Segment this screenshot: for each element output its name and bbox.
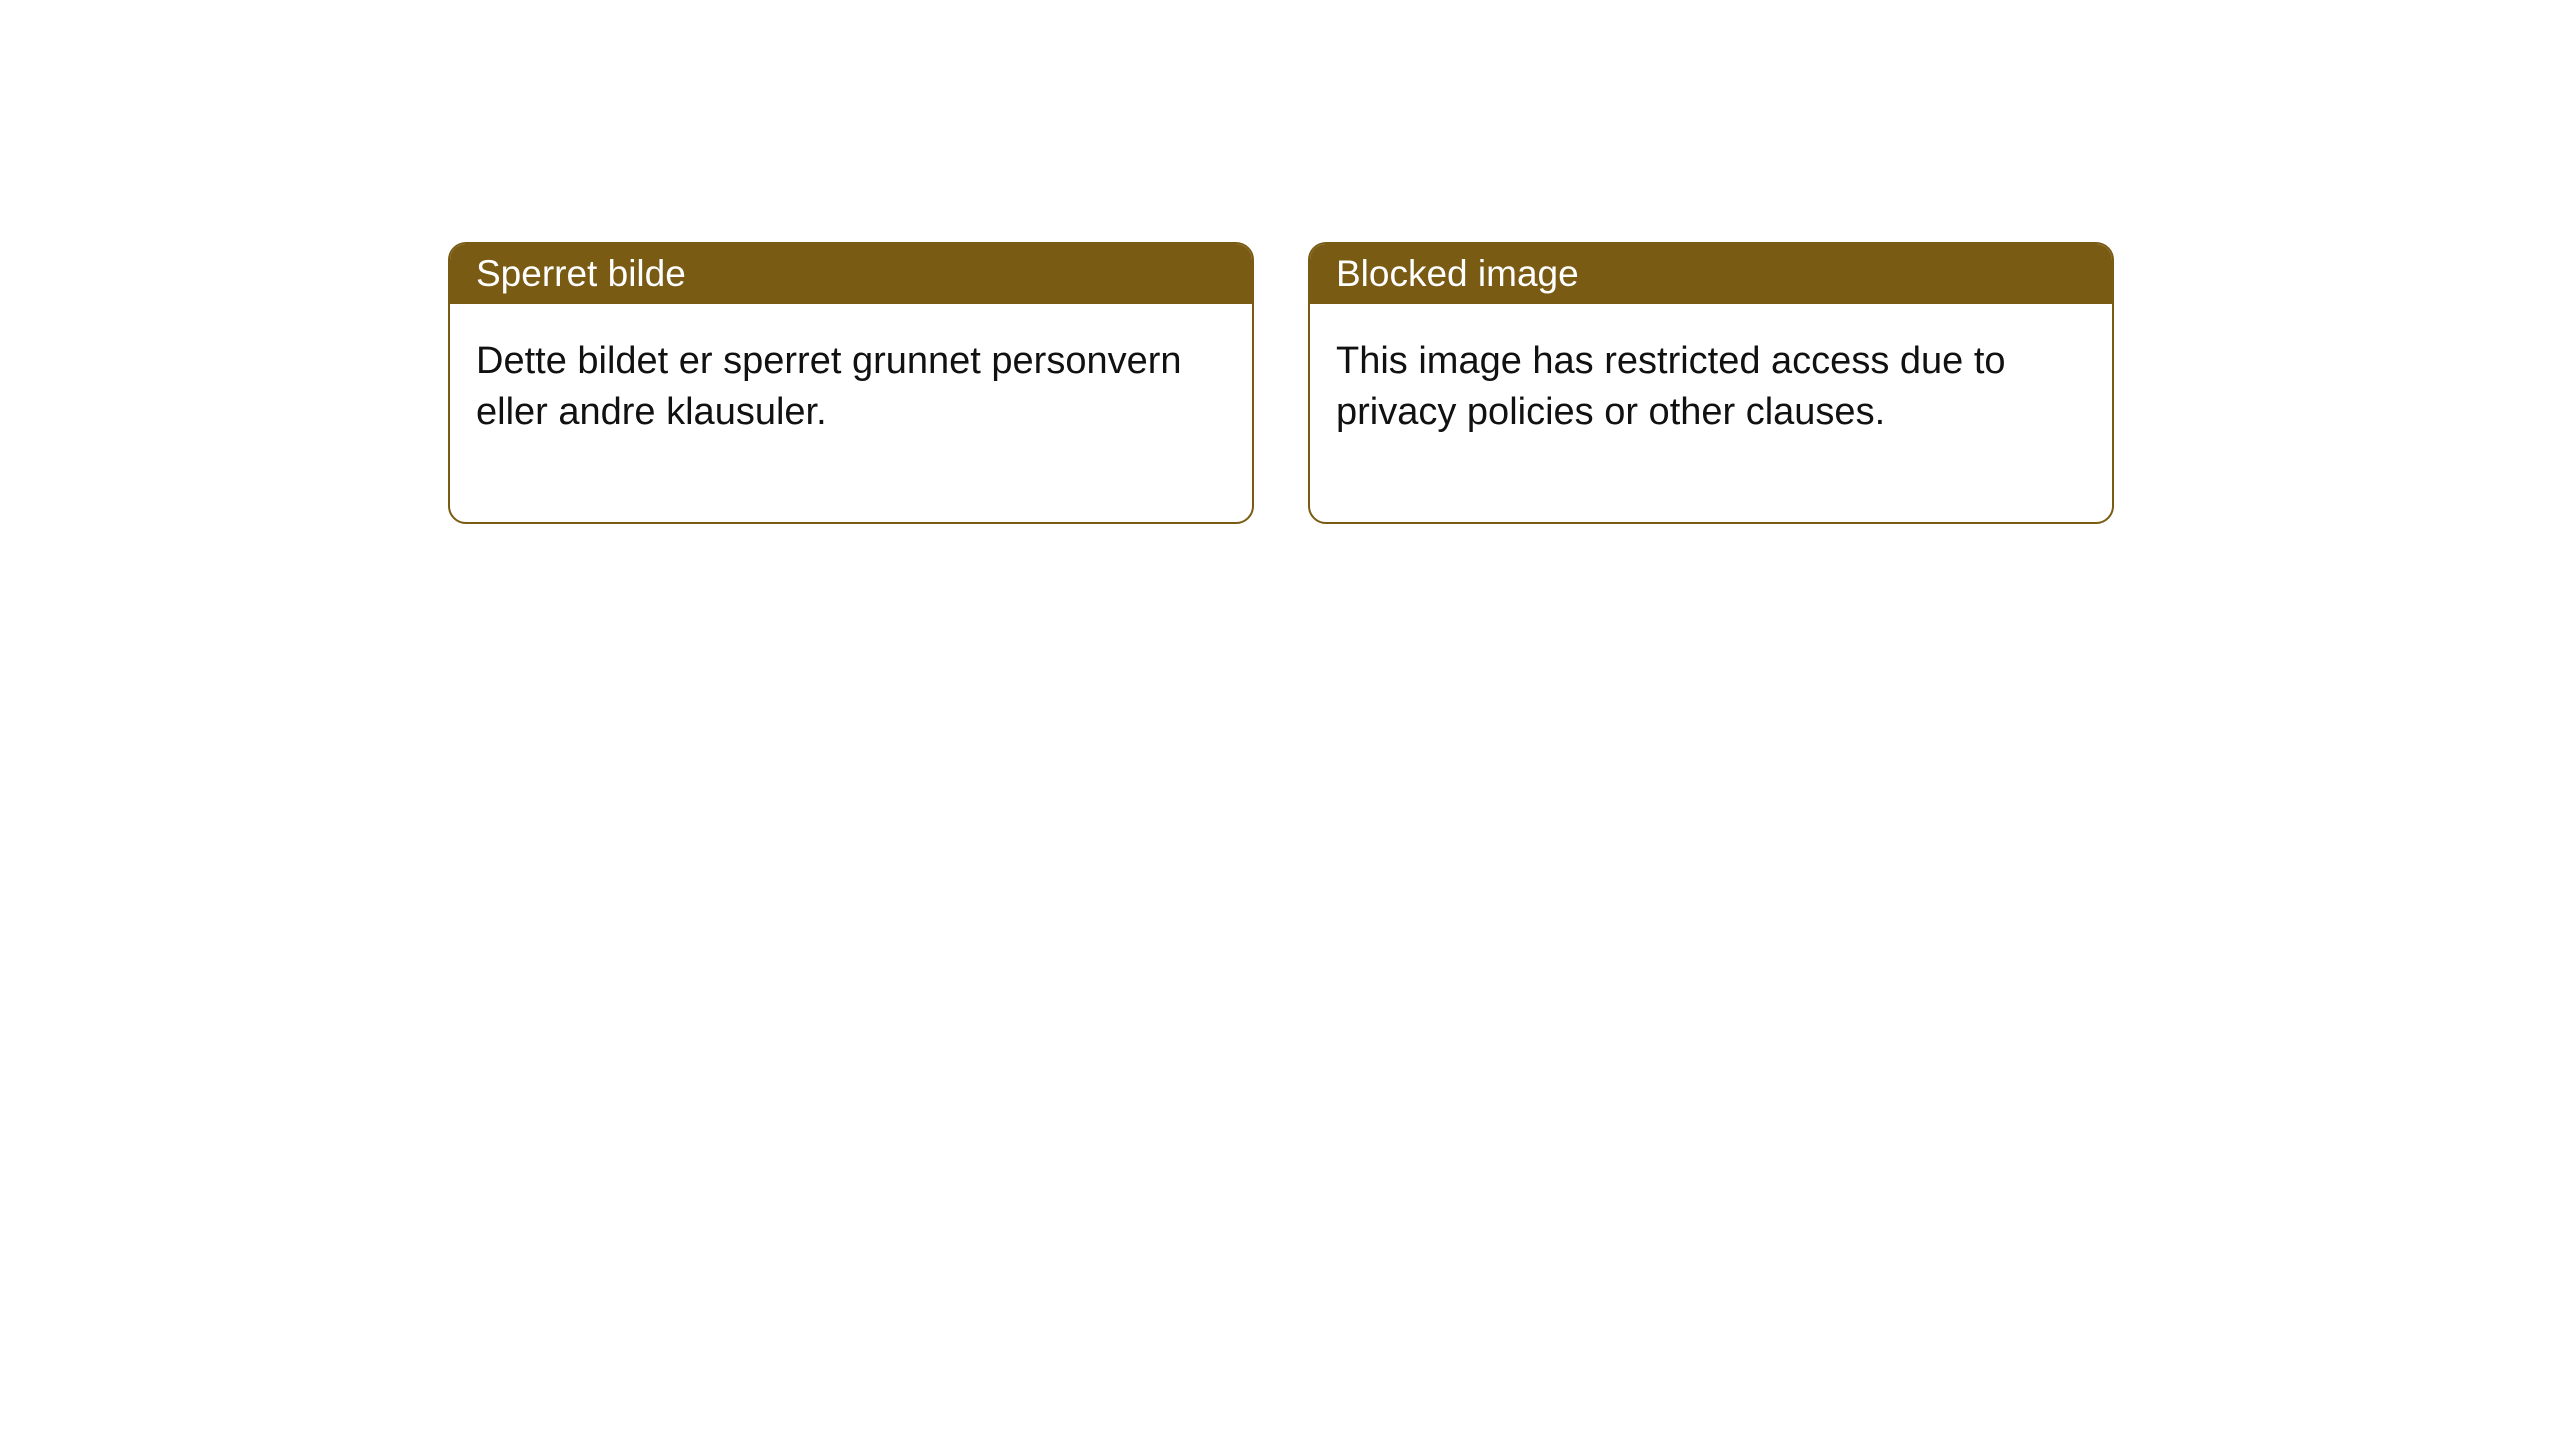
card-title-no: Sperret bilde: [476, 253, 686, 295]
card-body-text-no: Dette bildet er sperret grunnet personve…: [476, 340, 1182, 433]
card-body-no: Dette bildet er sperret grunnet personve…: [450, 304, 1252, 522]
card-title-en: Blocked image: [1336, 253, 1579, 295]
blocked-image-card-en: Blocked image This image has restricted …: [1308, 242, 2114, 524]
card-body-text-en: This image has restricted access due to …: [1336, 340, 2006, 433]
card-header-no: Sperret bilde: [450, 244, 1252, 304]
page: Sperret bilde Dette bildet er sperret gr…: [0, 0, 2560, 1440]
card-body-en: This image has restricted access due to …: [1310, 304, 2112, 522]
blocked-image-card-no: Sperret bilde Dette bildet er sperret gr…: [448, 242, 1254, 524]
card-header-en: Blocked image: [1310, 244, 2112, 304]
cards-row: Sperret bilde Dette bildet er sperret gr…: [448, 242, 2114, 524]
